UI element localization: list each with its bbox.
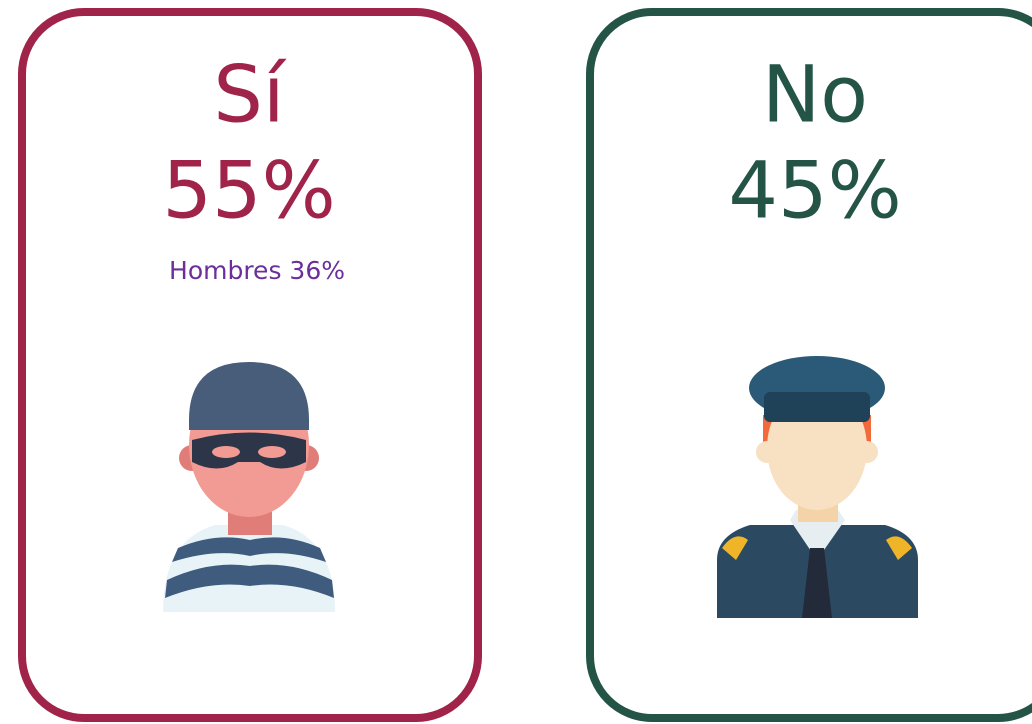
thief-icon [163, 362, 335, 612]
card-value: 55% [162, 146, 335, 236]
police-icon [717, 356, 918, 618]
card-value: 45% [728, 146, 901, 236]
card-yes: Sí 55% Hombres 36% [22, 12, 478, 718]
infographic: Sí 55% Hombres 36% No 45% [0, 0, 1032, 724]
card-note: Hombres 36% [169, 256, 345, 285]
card-label: Sí [213, 50, 287, 140]
card-label: No [762, 50, 868, 140]
card-no: No 45% [590, 12, 1032, 718]
